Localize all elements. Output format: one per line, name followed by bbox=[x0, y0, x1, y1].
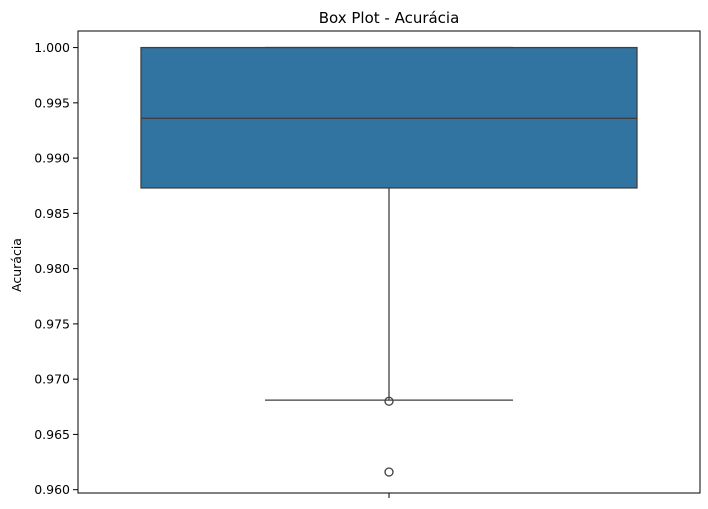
y-axis-label: Acurácia bbox=[9, 238, 24, 292]
y-tick-label: 1.000 bbox=[34, 40, 70, 55]
chart-title: Box Plot - Acurácia bbox=[319, 9, 460, 27]
y-tick-label: 0.975 bbox=[34, 316, 70, 331]
outlier-point bbox=[384, 396, 394, 406]
outlier-point bbox=[384, 467, 394, 477]
y-axis-ticks: 0.960 0.965 0.970 0.975 0.980 0.985 0.990 0.995… bbox=[34, 40, 78, 497]
y-tick-label: 0.990 bbox=[34, 151, 70, 166]
plot-area bbox=[140, 46, 638, 477]
y-tick-label: 0.960 bbox=[34, 482, 70, 497]
y-tick-label: 0.970 bbox=[34, 372, 70, 387]
y-tick-label: 0.965 bbox=[34, 427, 70, 442]
y-tick-label: 0.980 bbox=[34, 261, 70, 276]
y-tick-label: 0.995 bbox=[34, 95, 70, 110]
y-tick-label: 0.985 bbox=[34, 206, 70, 221]
